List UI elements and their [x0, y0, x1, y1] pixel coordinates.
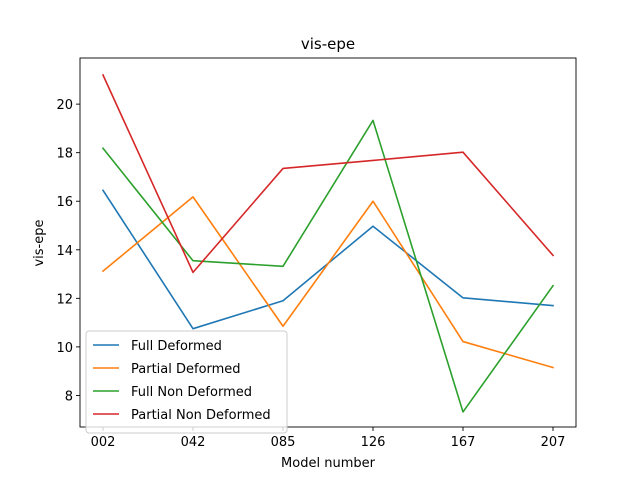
legend-label: Partial Non Deformed	[131, 408, 271, 423]
x-tick-label: 042	[181, 435, 206, 450]
chart-title: vis-epe	[301, 35, 355, 53]
legend-label: Partial Deformed	[131, 362, 241, 377]
plot-area: 002 042 085 126 167 207 8 10 12 14 16 18 20	[56, 57, 577, 450]
y-tick-label: 16	[56, 195, 73, 210]
y-tick-label: 12	[56, 292, 73, 307]
x-axis-label: Model number	[281, 456, 376, 471]
series-line-2	[101, 196, 554, 369]
x-tick-label: 126	[361, 435, 386, 450]
y-tick-label: 14	[56, 244, 73, 259]
series-line-3	[101, 119, 555, 413]
x-tick-label: 002	[91, 435, 116, 450]
series-line-4	[101, 73, 555, 274]
y-tick-label: 8	[65, 389, 73, 404]
x-tick-label: 207	[541, 435, 566, 450]
y-tick-label: 18	[56, 147, 73, 162]
legend-label: Full Deformed	[131, 339, 222, 354]
y-tick-label: 20	[56, 98, 73, 113]
y-axis-label: vis-epe	[32, 219, 47, 266]
y-tick-label: 10	[56, 341, 73, 356]
axes-frame	[79, 57, 577, 428]
legend-label: Full Non Deformed	[131, 385, 252, 400]
legend-box	[85, 330, 288, 434]
x-tick-label: 085	[271, 435, 296, 450]
x-tick-label: 167	[451, 435, 476, 450]
legend: Full Deformed Partial Deformed Full Non De…	[85, 330, 288, 434]
